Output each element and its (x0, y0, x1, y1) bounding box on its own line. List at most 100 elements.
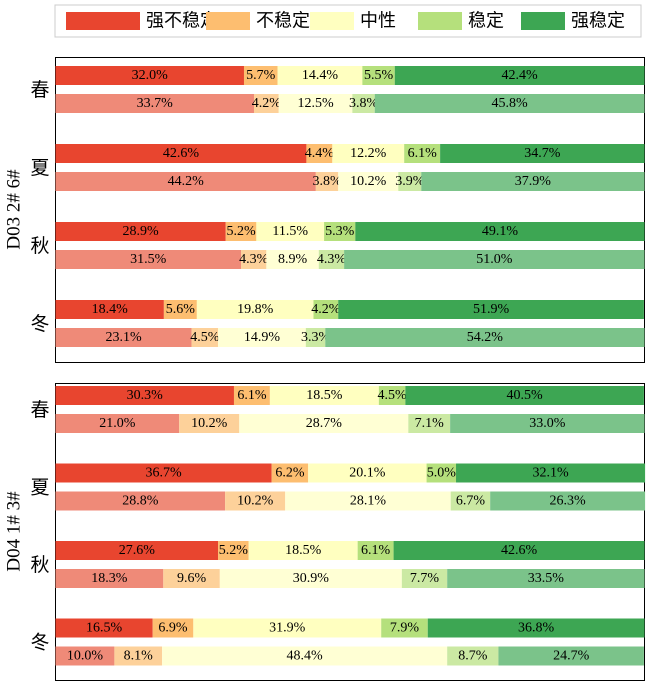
y-tick-label: 冬 (30, 632, 49, 654)
y-tick-label: 春 (30, 79, 49, 101)
bar-segment (239, 414, 409, 433)
data-label: 4.5% (190, 330, 220, 345)
data-label: 10.2% (237, 494, 274, 509)
data-label: 33.7% (137, 96, 174, 111)
data-label: 9.6% (177, 571, 207, 586)
bar-segment (440, 144, 645, 163)
bar-segment (55, 569, 164, 588)
bar-segment (381, 618, 428, 638)
y-tick-label: 夏 (30, 157, 49, 179)
bar-segment (325, 328, 645, 347)
bar-segment (55, 250, 242, 269)
data-label: 42.4% (502, 68, 539, 83)
bar-segment (378, 386, 406, 405)
bar-segment (318, 250, 345, 269)
data-label: 18.5% (285, 543, 322, 558)
bar-segment (248, 541, 358, 560)
bar-segment (421, 172, 645, 191)
data-label: 4.2% (311, 302, 341, 317)
bar-segment (447, 646, 499, 666)
data-label: 6.1% (361, 543, 391, 558)
legend-label: 中性 (360, 11, 396, 32)
data-label: 5.3% (325, 224, 355, 239)
bar-segment (162, 646, 448, 666)
bar-segment (405, 386, 644, 405)
bar-segment (332, 144, 405, 163)
data-label: 3.8% (349, 96, 379, 111)
data-label: 42.6% (163, 146, 200, 161)
data-label: 3.9% (395, 174, 425, 189)
data-label: 7.1% (415, 416, 445, 431)
bar-segment (218, 328, 306, 347)
bar-segment (55, 618, 153, 638)
data-label: 3.8% (312, 174, 342, 189)
data-label: 4.2% (252, 96, 282, 111)
data-label: 10.2% (191, 416, 228, 431)
bar-segment (394, 66, 645, 85)
bar-segment (456, 463, 646, 483)
data-label: 3.3% (301, 330, 331, 345)
bar-segment (163, 300, 197, 319)
data-label: 28.8% (122, 494, 159, 509)
bar-segment (55, 328, 192, 347)
bar-segment (55, 172, 316, 191)
bar-segment (344, 250, 645, 269)
data-label: 12.5% (297, 96, 334, 111)
panel-frame (55, 383, 645, 681)
data-label: 30.3% (127, 388, 164, 403)
legend-label: 不稳定 (256, 11, 310, 32)
bar-segment (357, 541, 394, 560)
data-label: 45.8% (492, 96, 529, 111)
bar-segment (498, 646, 644, 666)
data-label: 5.6% (166, 302, 196, 317)
bar-segment (55, 386, 234, 405)
data-label: 28.7% (306, 416, 343, 431)
bar-segment (447, 569, 645, 588)
data-label: 4.4% (305, 146, 335, 161)
data-label: 10.0% (67, 649, 104, 664)
data-label: 30.9% (293, 571, 330, 586)
bar-segment (219, 569, 402, 588)
data-label: 36.8% (518, 621, 555, 636)
data-label: 27.6% (119, 543, 156, 558)
legend-label: 强不稳定 (146, 11, 218, 32)
bar-segment (306, 144, 333, 163)
data-label: 8.1% (124, 649, 154, 664)
data-label: 4.3% (317, 252, 347, 267)
bar-segment (271, 463, 309, 483)
bar-segment (152, 618, 194, 638)
bar-segment (114, 646, 163, 666)
bar-segment (193, 618, 382, 638)
bar-segment (427, 618, 645, 638)
data-label: 54.2% (467, 330, 504, 345)
data-label: 6.9% (158, 621, 188, 636)
bar-segment (490, 491, 646, 511)
y-axis-label: D04 1# 3# (4, 491, 25, 572)
bar-segment (308, 463, 427, 483)
bar-segment (278, 94, 353, 113)
bar-segment (218, 541, 249, 560)
legend-label: 强稳定 (571, 11, 625, 32)
data-label: 44.2% (168, 174, 205, 189)
bar-segment (285, 491, 451, 511)
legend-swatch (310, 12, 354, 30)
bar-segment (55, 222, 226, 241)
bar-segment (315, 172, 339, 191)
bar-segment (256, 222, 325, 241)
bar-segment (55, 491, 226, 511)
legend-label: 稳定 (468, 11, 504, 32)
data-label: 28.1% (350, 494, 387, 509)
bar-segment (55, 541, 219, 560)
legend-swatch (418, 12, 462, 30)
bar-segment (55, 414, 180, 433)
data-label: 6.1% (408, 146, 438, 161)
data-label: 42.6% (501, 543, 538, 558)
bar-segment (313, 300, 339, 319)
data-label: 12.2% (350, 146, 387, 161)
data-label: 7.7% (410, 571, 440, 586)
bar-segment (398, 172, 422, 191)
bar-segment (355, 222, 645, 241)
data-label: 5.0% (427, 466, 457, 481)
data-label: 32.0% (132, 68, 169, 83)
